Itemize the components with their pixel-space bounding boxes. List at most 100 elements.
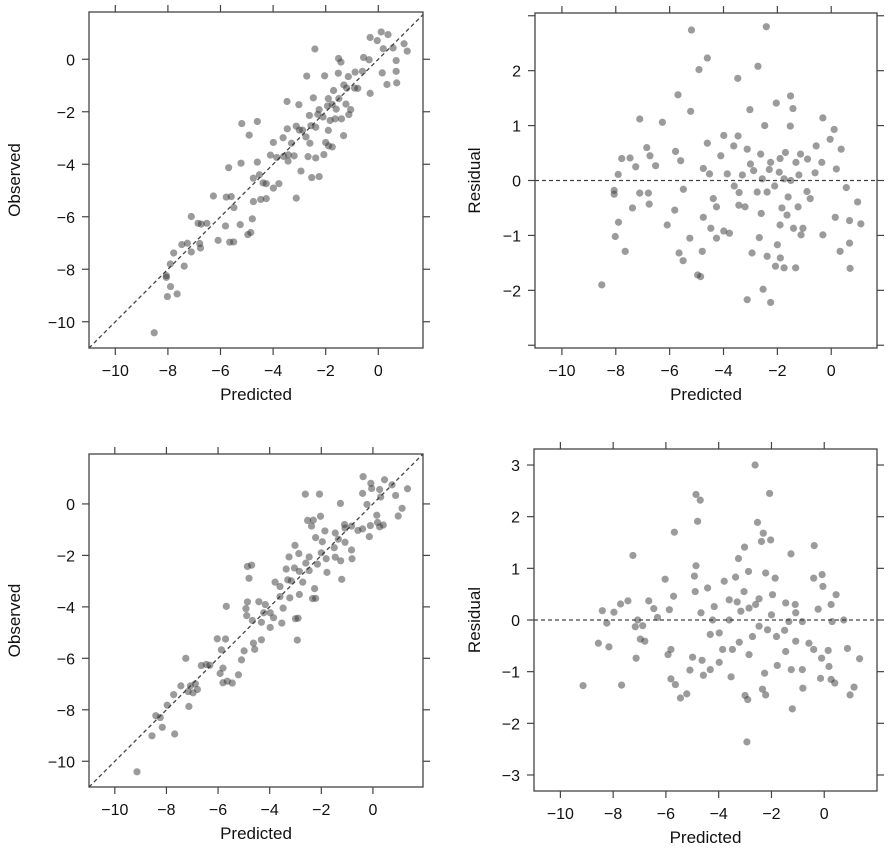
plot-frame — [88, 453, 424, 788]
data-point — [158, 723, 166, 731]
data-point — [735, 188, 743, 197]
data-point — [827, 600, 835, 609]
data-point — [704, 584, 712, 592]
x-tick-label: −4 — [261, 802, 279, 819]
data-point — [282, 565, 290, 573]
data-point — [791, 600, 799, 609]
x-tick-label: −10 — [548, 363, 575, 380]
data-point — [772, 632, 781, 641]
data-point — [309, 94, 317, 102]
data-point — [280, 152, 288, 160]
data-point — [253, 158, 261, 166]
data-point — [299, 578, 307, 586]
data-point — [377, 28, 385, 36]
data-point — [248, 616, 256, 625]
y-axis-title: Observed — [5, 143, 24, 217]
data-point — [679, 185, 687, 193]
data-point — [850, 683, 858, 691]
data-point — [206, 661, 214, 669]
data-point — [826, 135, 834, 143]
x-tick-label: −8 — [604, 806, 622, 823]
plot-frame — [88, 11, 424, 349]
data-point — [378, 69, 386, 77]
data-point — [763, 252, 771, 260]
data-point — [734, 74, 742, 82]
data-point — [262, 195, 270, 203]
data-point — [819, 582, 827, 591]
identity-line — [88, 14, 424, 349]
data-point — [687, 26, 696, 34]
x-tick-label: −4 — [714, 363, 732, 380]
data-point — [745, 651, 753, 659]
data-point — [221, 222, 230, 230]
data-point — [675, 249, 683, 257]
identity-line — [88, 453, 424, 788]
y-tick-label: −2 — [57, 548, 75, 565]
data-point — [311, 45, 319, 53]
data-point — [832, 165, 840, 173]
data-point — [761, 121, 769, 130]
y-tick-label: −6 — [57, 210, 75, 227]
data-point — [359, 53, 368, 62]
data-point — [337, 115, 346, 123]
data-point — [693, 517, 702, 525]
data-point — [594, 639, 602, 647]
data-point — [639, 622, 647, 630]
data-point — [319, 113, 327, 121]
data-point — [287, 139, 296, 147]
data-point — [632, 163, 640, 171]
data-point — [373, 511, 381, 519]
data-point — [653, 613, 662, 622]
data-point — [330, 544, 338, 552]
data-point — [634, 616, 642, 624]
data-point — [359, 489, 367, 497]
data-point — [652, 162, 660, 170]
data-point — [368, 484, 376, 493]
data-point — [249, 174, 257, 182]
y-tick-label: 2 — [511, 510, 520, 527]
data-point — [294, 614, 302, 622]
data-point — [214, 236, 222, 244]
data-point — [828, 617, 836, 626]
data-point — [351, 84, 359, 92]
data-point — [611, 232, 619, 241]
data-point — [163, 701, 171, 709]
data-point — [269, 614, 278, 622]
data-point — [276, 582, 284, 591]
data-point — [255, 598, 263, 606]
data-point — [187, 212, 195, 221]
y-tick-label: −8 — [57, 262, 75, 279]
data-point — [723, 170, 731, 178]
data-point — [225, 164, 233, 172]
data-point — [373, 37, 381, 45]
data-point — [284, 157, 292, 165]
data-point — [248, 215, 256, 223]
data-point — [269, 138, 277, 147]
data-point — [598, 607, 606, 615]
data-point — [312, 594, 320, 602]
data-point — [698, 247, 706, 255]
data-point — [359, 473, 367, 481]
data-point — [310, 584, 319, 593]
data-point — [715, 658, 723, 666]
y-tick-label: −2 — [502, 716, 520, 733]
data-point — [717, 152, 725, 160]
data-point — [741, 203, 749, 211]
data-point — [803, 155, 812, 163]
data-point — [166, 260, 174, 268]
data-point — [705, 170, 714, 178]
y-tick-label: 1 — [511, 561, 520, 578]
data-point — [811, 169, 819, 177]
data-point — [746, 106, 754, 114]
data-point — [255, 171, 264, 179]
data-point — [156, 713, 164, 722]
data-point — [384, 30, 392, 39]
data-point — [751, 461, 759, 469]
data-point — [748, 249, 756, 257]
data-point — [605, 643, 613, 651]
data-point — [650, 605, 658, 613]
data-point — [677, 157, 685, 165]
data-point — [257, 636, 266, 644]
data-point — [243, 598, 252, 606]
